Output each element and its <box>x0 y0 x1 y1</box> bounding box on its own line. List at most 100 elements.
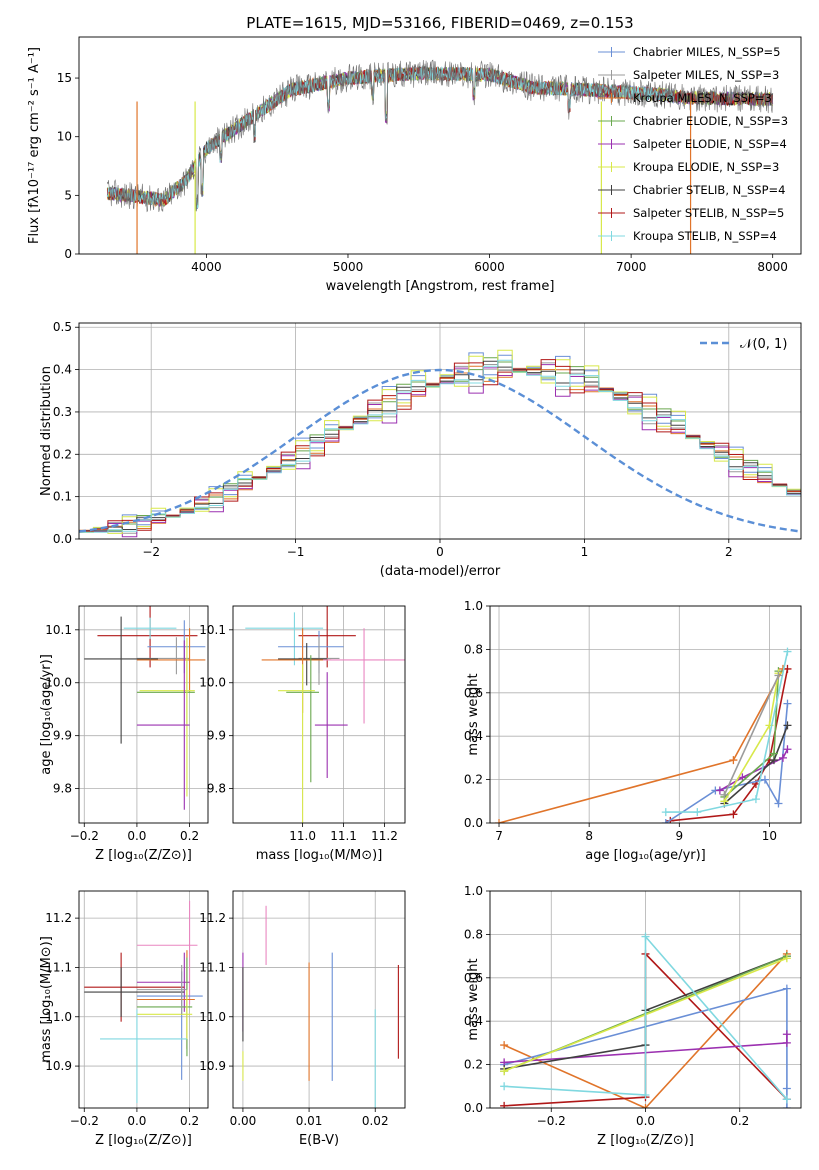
weight-line <box>498 668 784 823</box>
errorbar-point <box>298 637 340 685</box>
weight-point-marker <box>641 1090 650 1099</box>
weight-point-marker <box>783 745 792 754</box>
errorbar-point <box>136 637 190 675</box>
weight-point-marker <box>715 786 724 795</box>
weight-series <box>500 949 791 1108</box>
spectrum-legend: Chabrier MILES, N_SSP=5 Salpeter MILES, N… <box>598 45 788 243</box>
weight-point-marker <box>641 932 650 941</box>
axes-frame <box>78 36 802 255</box>
axes-frame <box>78 322 802 540</box>
errorbar-point <box>97 606 198 668</box>
x-tick-label: −2 <box>142 545 160 559</box>
weight-line <box>503 953 788 1108</box>
y-axis-label: Normed distribution <box>39 366 54 496</box>
y-tick-label: 1.0 <box>464 884 483 898</box>
y-tick-label: 11.2 <box>45 911 72 925</box>
grid-lines <box>490 605 801 824</box>
mass-weight-vs-age-panel: 7 8 9 10 0.0 0.2 0.4 0.6 0.8 1.0 age [log₁₀(age/yr… <box>464 599 802 863</box>
x-tick-label: 0.01 <box>296 1114 323 1128</box>
age-vs-mass-plot-area <box>245 606 405 823</box>
tick-labels: 0.00 0.01 0.02 10.9 11.0 11.1 11.2 <box>199 911 388 1128</box>
axes-frame <box>489 890 802 1109</box>
x-tick-label: 11.1 <box>330 829 357 843</box>
x-tick-label: 1 <box>581 545 589 559</box>
histogram-panel: −2 −1 0 1 2 0.0 0.1 0.2 0.3 0.4 0.5 (data-model)/er… <box>39 320 802 579</box>
weight-point-marker <box>500 1082 509 1091</box>
weight-point-marker <box>783 721 792 730</box>
errorbar-point <box>136 640 190 810</box>
y-tick-label: 0.3 <box>53 405 72 419</box>
errorbar-point <box>136 660 195 725</box>
weight-series <box>720 721 792 808</box>
weight-point-marker <box>782 1030 791 1039</box>
y-tick-label: 0.2 <box>464 1058 483 1072</box>
x-tick-label: 0.02 <box>362 1114 389 1128</box>
errorbar-point <box>136 989 193 1039</box>
y-tick-label: 0.4 <box>464 1014 483 1028</box>
y-tick-label: 15 <box>57 71 72 85</box>
weight-point-marker <box>778 753 787 762</box>
y-tick-label: 1.0 <box>464 599 483 613</box>
weight-point-marker <box>495 819 504 823</box>
axes-frame <box>78 605 209 824</box>
legend-entry: Chabrier STELIB, N_SSP=4 <box>633 183 785 197</box>
errorbar-point <box>136 628 206 692</box>
errorbar-point <box>261 628 332 713</box>
x-tick-label: −0.2 <box>537 1114 566 1128</box>
mass-vs-Z-panel: −0.2 0.0 0.2 10.9 11.0 11.1 11.2 Z [log₁₀(Z/Z⊙)… <box>39 890 209 1148</box>
weight-point-marker <box>693 808 702 817</box>
x-tick-label: 5000 <box>333 260 364 274</box>
y-tick-label: 11.0 <box>199 1010 226 1024</box>
y-tick-label: 0.8 <box>464 927 483 941</box>
tick-labels: −0.2 0.0 0.2 9.8 9.9 10.0 10.1 <box>45 623 199 843</box>
tick-labels: −2 −1 0 1 2 0.0 0.1 0.2 0.3 0.4 0.5 <box>53 320 733 559</box>
errorbar-point <box>136 964 187 1015</box>
y-tick-label: 0.8 <box>464 642 483 656</box>
chart-title: PLATE=1615, MJD=53166, FIBERID=0469, z=0… <box>246 14 633 32</box>
mass-weight-vs-Z-panel: −0.2 0.0 0.2 0.0 0.2 0.4 0.6 0.8 1.0 Z [log₁₀(Z/Z… <box>464 884 802 1148</box>
x-axis-label: (data-model)/error <box>380 564 501 579</box>
x-tick-label: 2 <box>725 545 733 559</box>
y-tick-label: 0.2 <box>53 447 72 461</box>
legend-entry: Kroupa ELODIE, N_SSP=3 <box>633 160 779 174</box>
histogram-legend: 𝒩(0, 1) <box>700 337 787 352</box>
x-axis-label: wavelength [Angstrom, rest frame] <box>326 279 555 294</box>
weight-point-marker <box>782 1104 791 1108</box>
tick-labels: −0.2 0.0 0.2 10.9 11.0 11.1 11.2 <box>45 911 199 1128</box>
x-axis-label: Z [log₁₀(Z/Z⊙)] <box>597 1133 694 1148</box>
x-axis-label: Z [log₁₀(Z/Z⊙)] <box>95 1133 192 1148</box>
y-tick-label: 0 <box>64 247 72 261</box>
y-axis-label: mass weight <box>466 673 481 755</box>
weight-point-marker <box>661 819 670 823</box>
x-tick-label: 0.0 <box>127 829 146 843</box>
weight-point-marker <box>782 954 791 963</box>
y-tick-label: 9.8 <box>53 782 72 796</box>
y-axis-label: mass weight <box>466 958 481 1040</box>
weight-series <box>661 647 792 817</box>
x-tick-label: 4000 <box>191 260 222 274</box>
weight-point-marker <box>500 1067 509 1076</box>
x-tick-label: 0.2 <box>180 1114 199 1128</box>
legend-entry: Salpeter MILES, N_SSP=3 <box>633 68 779 82</box>
histogram-plot-area <box>79 349 801 539</box>
x-axis-label: mass [log₁₀(M/M⊙)] <box>256 848 383 863</box>
mass-vs-EBV-plot-area <box>242 905 399 1108</box>
y-tick-label: 0.6 <box>464 971 483 985</box>
tick-labels: 4000 5000 6000 7000 8000 0 5 10 15 <box>57 71 788 274</box>
weight-point-marker <box>783 664 792 673</box>
weight-point-marker <box>782 1095 791 1104</box>
weight-point-marker <box>500 1101 509 1108</box>
weight-point-marker <box>782 984 791 993</box>
weight-point-marker <box>641 1104 650 1108</box>
mass-weight-vs-age-plot-area <box>495 647 792 823</box>
age-vs-mass-panel: 11.0 11.1 11.2 9.8 9.9 10.0 10.1 mass [log₁₀(M/… <box>199 605 406 863</box>
errorbar-point <box>278 664 315 823</box>
axes-frame <box>232 890 406 1109</box>
x-tick-label: 0.0 <box>636 1114 655 1128</box>
errorbar-point <box>84 616 158 744</box>
weight-point-marker <box>783 699 792 708</box>
spectrum-plot-area <box>106 59 774 254</box>
histogram-step-line <box>79 359 801 539</box>
y-tick-label: 11.1 <box>45 960 72 974</box>
